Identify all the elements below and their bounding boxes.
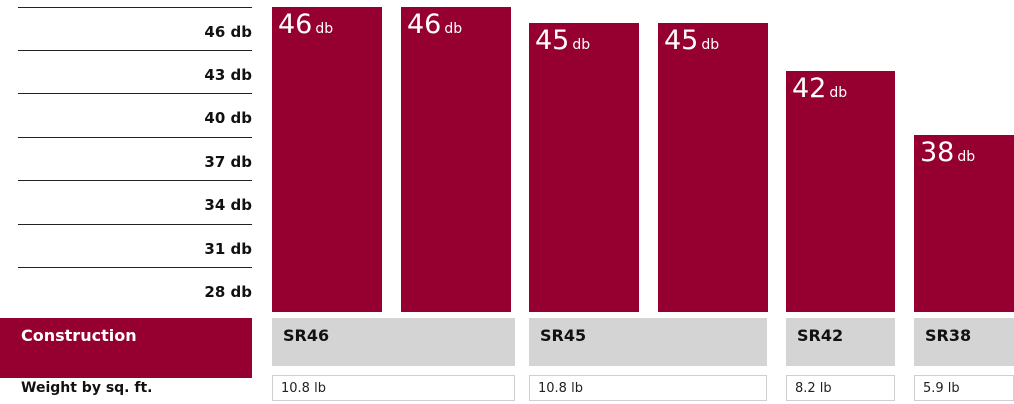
bar-value-label: 45 db [535, 24, 591, 56]
construction-cell-sr46: SR46 [272, 318, 515, 366]
y-tick-label: 34 db [18, 180, 252, 223]
bar-value-label: 42 db [792, 72, 848, 104]
bar-value-label: 46 db [407, 9, 463, 40]
bar-sr42: 42 db [786, 70, 895, 312]
bar-sr38: 38 db [914, 134, 1014, 312]
bar-value-label: 46 db [278, 9, 334, 40]
construction-row-title: Construction [0, 318, 252, 378]
weight-cell-sr38: 5.9 lb [914, 375, 1014, 401]
y-tick-label: 46 db [18, 7, 252, 50]
bar-value-label: 38 db [920, 136, 976, 168]
construction-cell-sr38: SR38 [914, 318, 1014, 366]
y-tick-label: 40 db [18, 93, 252, 136]
y-tick-label: 43 db [18, 50, 252, 93]
weight-cell-sr46: 10.8 lb [272, 375, 515, 401]
bar-sr45-b: 45 db [658, 22, 768, 312]
y-tick-label: 31 db [18, 224, 252, 267]
y-tick-label: 28 db [18, 267, 252, 310]
weight-row-title: Weight by sq. ft. [21, 380, 153, 396]
bar-sr46-a: 46 db [272, 7, 382, 312]
bar-sr46-b: 46 db [401, 7, 511, 312]
construction-cell-sr42: SR42 [786, 318, 895, 366]
bar-sr45-a: 45 db [529, 22, 639, 312]
weight-cell-sr42: 8.2 lb [786, 375, 895, 401]
weight-cell-sr45: 10.8 lb [529, 375, 767, 401]
bar-value-label: 45 db [664, 24, 720, 56]
y-tick-label: 37 db [18, 137, 252, 180]
construction-cell-sr45: SR45 [529, 318, 767, 366]
